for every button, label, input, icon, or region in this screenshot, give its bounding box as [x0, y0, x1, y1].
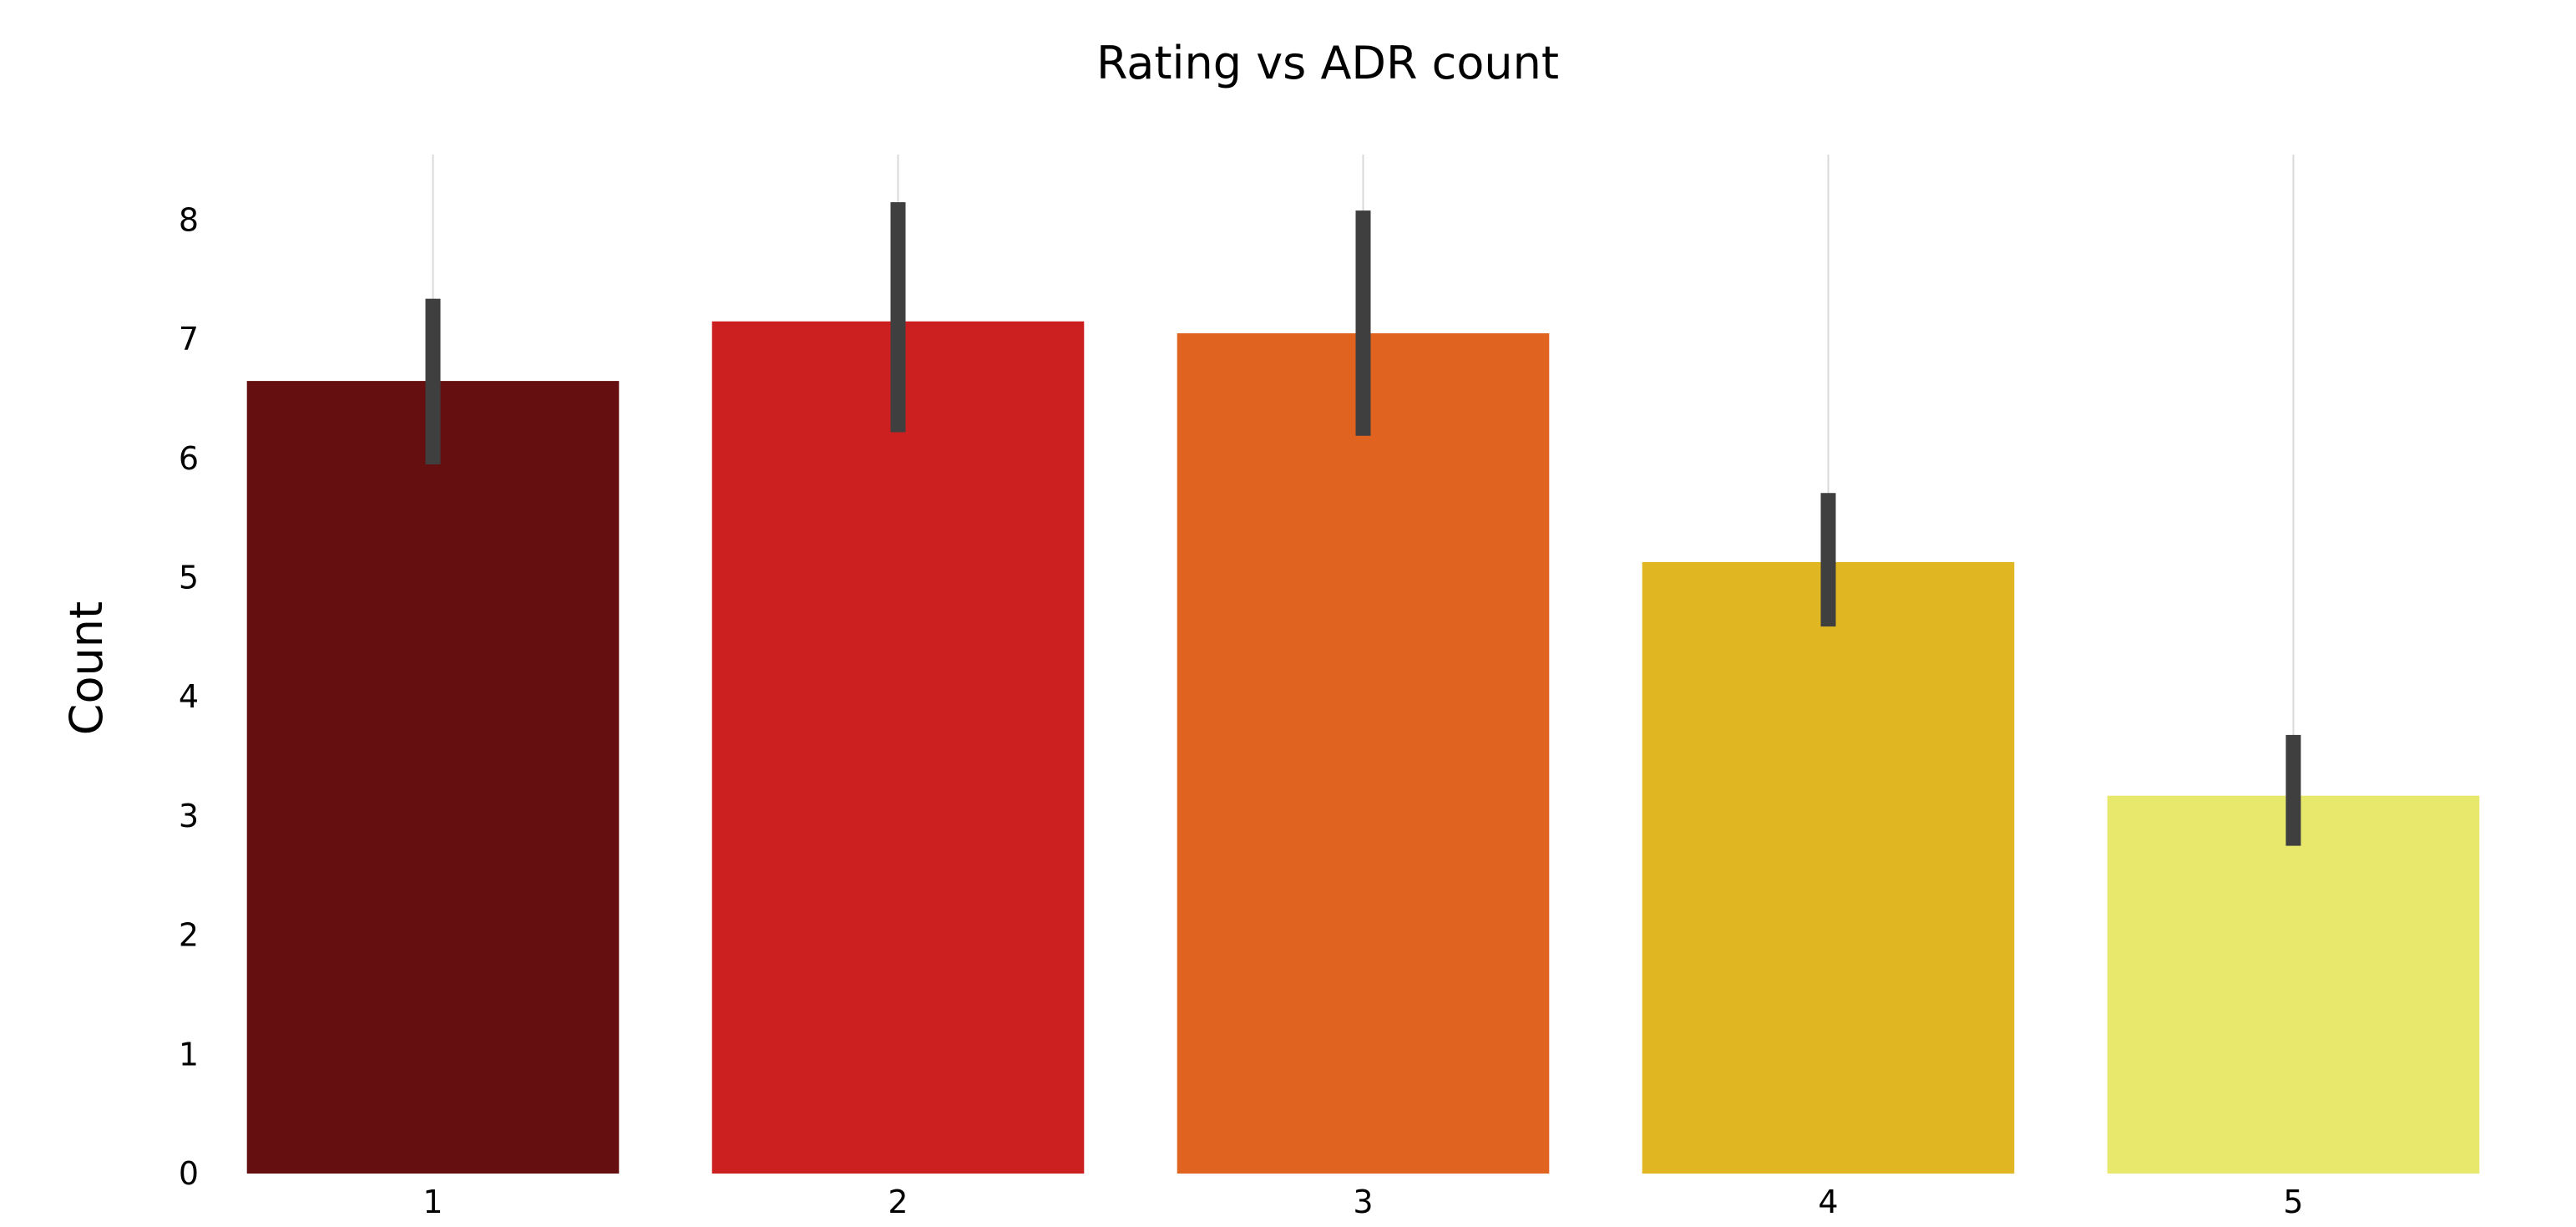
x-tick-label-3: 3 — [1353, 1184, 1373, 1220]
y-tick-label-1: 1 — [179, 1036, 199, 1072]
error-bar-1 — [425, 298, 441, 464]
error-bar-5 — [2285, 734, 2301, 846]
error-bar-3 — [1355, 210, 1371, 436]
bars — [246, 321, 2480, 1174]
error-bars — [425, 202, 2301, 846]
x-tick-label-1: 1 — [423, 1184, 443, 1220]
bar-5 — [2107, 795, 2480, 1174]
y-tick-label-0: 0 — [179, 1155, 199, 1192]
x-tick-labels: 1 2 3 4 5 — [423, 1184, 2303, 1220]
x-tick-label-2: 2 — [888, 1184, 908, 1220]
chart-title: Rating vs ADR count — [1096, 37, 1559, 89]
y-tick-label-6: 6 — [179, 440, 199, 477]
x-tick-label-4: 4 — [1818, 1184, 1838, 1220]
y-tick-labels: 0 1 2 3 4 5 6 7 8 — [179, 201, 199, 1192]
error-bar-2 — [890, 202, 906, 433]
x-tick-label-5: 5 — [2283, 1184, 2303, 1220]
y-tick-label-7: 7 — [179, 321, 199, 357]
bar-3 — [1177, 333, 1550, 1174]
bar-1 — [246, 381, 620, 1174]
error-bar-4 — [1820, 493, 1836, 627]
y-tick-label-3: 3 — [179, 798, 199, 834]
bar-4 — [1642, 562, 2015, 1174]
y-tick-label-8: 8 — [179, 201, 199, 238]
y-tick-label-2: 2 — [179, 917, 199, 954]
bar-2 — [711, 321, 1085, 1174]
y-axis-label: Count — [60, 601, 113, 735]
y-tick-label-5: 5 — [179, 560, 199, 596]
y-tick-label-4: 4 — [179, 678, 199, 715]
